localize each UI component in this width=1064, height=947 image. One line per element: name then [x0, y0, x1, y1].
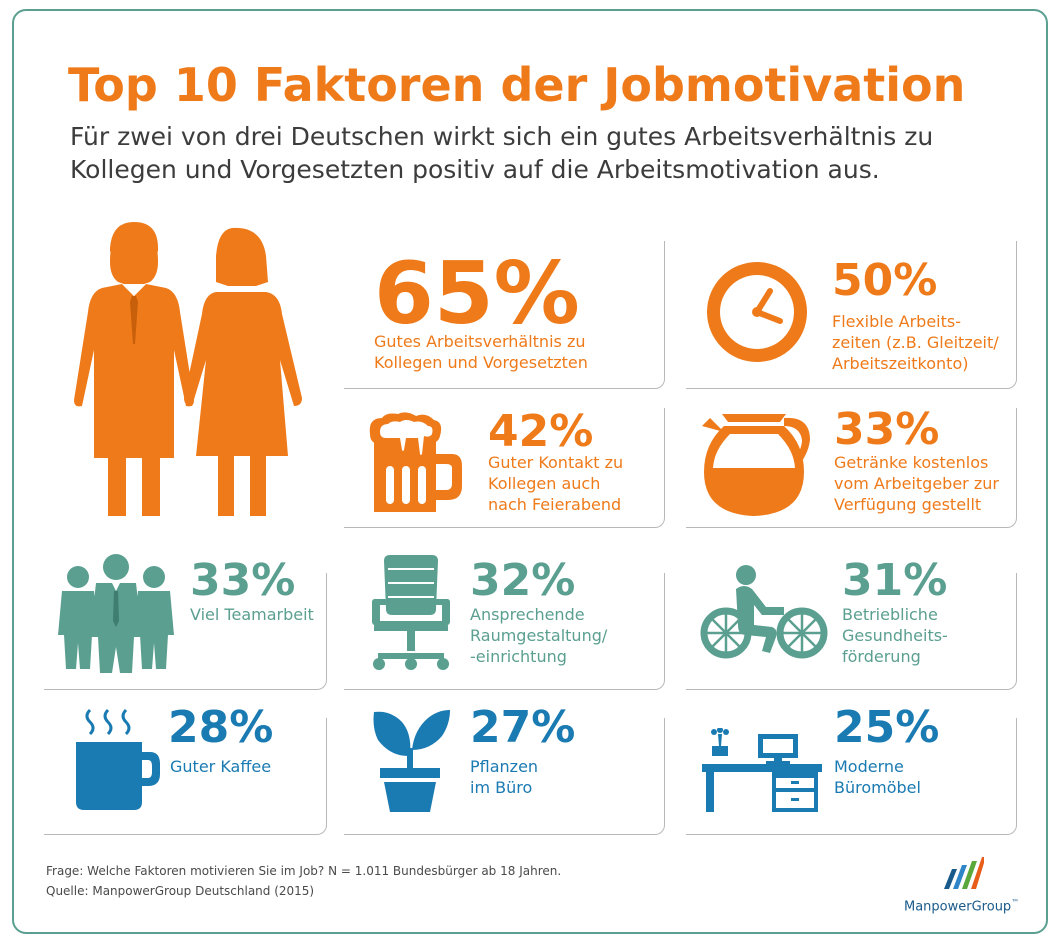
- card-contact-after-work: 42% Guter Kontakt zu Kollegen auch nach …: [344, 408, 665, 528]
- page-subtitle: Für zwei von drei Deutschen wirkt sich e…: [70, 122, 934, 184]
- card-value: 33%: [834, 404, 940, 455]
- card-value: 25%: [834, 702, 940, 753]
- beer-mug-icon: [369, 412, 462, 512]
- card-label: Betriebliche Gesundheits- förderung: [842, 605, 948, 666]
- card-label: Flexible Arbeits- zeiten (z.B. Gleitzeit…: [832, 312, 999, 373]
- infographic-frame: [12, 9, 1048, 934]
- card-modern-furniture: 25% Moderne Büromöbel: [686, 706, 1017, 835]
- card-flexible-hours: 50% Flexible Arbeits- zeiten (z.B. Gleit…: [686, 241, 1017, 389]
- coffee-cup-icon: [76, 708, 160, 810]
- card-label: Guter Kontakt zu Kollegen auch nach Feie…: [488, 453, 624, 514]
- card-room-design: 32% Ansprechende Raumgestaltung/ -einric…: [344, 555, 665, 690]
- card-label: Getränke kostenlos vom Arbeitgeber zur V…: [834, 453, 999, 514]
- logo-wordmark: ManpowerGroup: [904, 899, 1012, 915]
- card-good-coffee: 28% Guter Kaffee: [44, 706, 327, 835]
- card-value: 65%: [374, 244, 580, 344]
- logo-trademark: ™: [1011, 898, 1020, 907]
- card-teamwork: 33% Viel Teamarbeit: [44, 554, 327, 690]
- manpowergroup-logo-icon: [944, 857, 984, 889]
- card-free-drinks: 33% Getränke kostenlos vom Arbeitgeber z…: [686, 408, 1017, 528]
- card-label: Viel Teamarbeit: [190, 605, 314, 624]
- page-title: Top 10 Faktoren der Jobmotivation: [68, 58, 966, 112]
- card-good-relationship: 65% Gutes Arbeitsverhältnis zu Kollegen …: [344, 241, 665, 389]
- card-label: Pflanzen im Büro: [470, 757, 539, 797]
- card-label: Gutes Arbeitsverhältnis zu Kollegen und …: [374, 332, 588, 372]
- coffee-pot-icon: [702, 414, 810, 516]
- card-office-plants: 27% Pflanzen im Büro: [344, 706, 665, 835]
- card-value: 33%: [190, 555, 296, 606]
- footer-question: Frage: Welche Faktoren motivieren Sie im…: [46, 864, 562, 878]
- footer-source: Quelle: ManpowerGroup Deutschland (2015): [46, 884, 315, 898]
- card-label: Ansprechende Raumgestaltung/ -einrichtun…: [470, 605, 608, 666]
- card-value: 42%: [488, 406, 594, 457]
- desk-icon: [702, 728, 822, 812]
- card-value: 27%: [470, 702, 576, 753]
- card-value: 32%: [470, 555, 576, 606]
- office-chair-icon: [372, 555, 450, 670]
- card-health-promotion: 31% Betriebliche Gesundheits- förderung: [686, 559, 1017, 690]
- card-value: 28%: [168, 702, 274, 753]
- cyclist-icon: [700, 565, 828, 659]
- team-icon: [58, 554, 174, 673]
- manpowergroup-logo-text: ManpowerGroup™: [904, 898, 1019, 914]
- business-people-icon: [74, 222, 302, 516]
- footer-notes: Frage: Welche Faktoren motivieren Sie im…: [46, 861, 561, 901]
- card-label: Guter Kaffee: [170, 757, 272, 776]
- card-label: Moderne Büromöbel: [834, 757, 921, 797]
- card-value: 50%: [832, 255, 938, 306]
- card-value: 31%: [842, 555, 948, 606]
- clock-icon: [707, 262, 807, 362]
- plant-icon: [373, 710, 450, 812]
